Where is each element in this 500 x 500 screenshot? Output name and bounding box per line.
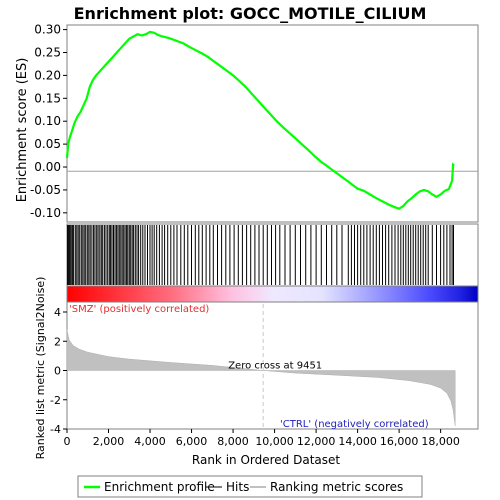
positive-correlation-label: 'SMZ' (positively correlated) bbox=[69, 304, 209, 315]
es-y-tick-label: 0.00 bbox=[34, 160, 61, 174]
ranking-metric-area bbox=[66, 329, 456, 427]
ranking-panel: Zero cross at 9451 'SMZ' (positively cor… bbox=[34, 277, 479, 467]
ranking-y-ticks: 4 2 0 -2 -4 bbox=[50, 306, 67, 436]
es-y-tick-label: 0.25 bbox=[34, 45, 61, 59]
es-y-tick-label: 0.05 bbox=[34, 137, 61, 151]
es-y-tick-label: 0.10 bbox=[34, 114, 61, 128]
enrichment-y-axis-label: Enrichment score (ES) bbox=[15, 58, 30, 203]
ranking-color-bar bbox=[66, 285, 479, 303]
ranking-y-tick-label: -4 bbox=[50, 423, 61, 436]
enrichment-profile-line bbox=[65, 30, 455, 210]
ranking-x-tick-label: 8,000 bbox=[217, 435, 249, 448]
ranking-x-tick-label: 6,000 bbox=[176, 435, 208, 448]
legend-hits-label: Hits bbox=[226, 480, 249, 494]
es-y-tick-label: 0.15 bbox=[34, 91, 61, 105]
es-y-tick-label: -0.05 bbox=[30, 183, 61, 197]
ranking-y-tick-label: 0 bbox=[54, 365, 61, 378]
ranking-y-tick-label: 2 bbox=[54, 335, 61, 348]
legend: Enrichment profile Hits Ranking metric s… bbox=[77, 475, 423, 498]
hits-area bbox=[66, 223, 479, 287]
ranking-y-axis-label: Ranked list metric (Signal2Noise) bbox=[34, 277, 47, 460]
ranking-x-tick-label: 12,000 bbox=[297, 435, 336, 448]
ranking-x-ticks: 0 2,000 4,000 6,000 8,000 10,000 12,000 14,000 1… bbox=[64, 429, 460, 448]
es-y-tick-label: 0.20 bbox=[34, 68, 61, 82]
ranking-y-tick-label: 4 bbox=[54, 306, 61, 319]
enrichment-panel: 0.30 0.25 0.20 0.15 0.10 0.05 0.00 -0.05 -0.10 E… bbox=[15, 23, 479, 223]
zero-cross-label: Zero cross at 9451 bbox=[228, 361, 322, 372]
ranking-x-tick-label: 18,000 bbox=[421, 435, 460, 448]
enrichment-plot-area bbox=[66, 24, 479, 223]
ranking-x-tick-label: 14,000 bbox=[338, 435, 377, 448]
es-y-tick-label: 0.30 bbox=[34, 23, 61, 37]
ranking-x-tick-label: 0 bbox=[64, 435, 71, 448]
hits-panel bbox=[66, 223, 479, 303]
enrichment-y-ticks: 0.30 0.25 0.20 0.15 0.10 0.05 0.00 -0.05 -0.10 bbox=[30, 23, 67, 220]
ranking-x-tick-label: 4,000 bbox=[134, 435, 166, 448]
es-y-tick-label: -0.10 bbox=[30, 206, 61, 220]
chart-title: Enrichment plot: GOCC_MOTILE_CILIUM bbox=[74, 4, 427, 23]
ranking-x-axis-label: Rank in Ordered Dataset bbox=[192, 453, 340, 467]
ranking-x-tick-label: 2,000 bbox=[93, 435, 125, 448]
ranking-x-tick-label: 16,000 bbox=[380, 435, 419, 448]
legend-enrichment-label: Enrichment profile bbox=[104, 480, 215, 494]
ranking-x-tick-label: 10,000 bbox=[255, 435, 294, 448]
legend-ranking-label: Ranking metric scores bbox=[270, 480, 403, 494]
hit-markers bbox=[67, 225, 454, 285]
ranking-y-tick-label: -2 bbox=[50, 394, 61, 407]
negative-correlation-label: 'CTRL' (negatively correlated) bbox=[280, 419, 429, 430]
